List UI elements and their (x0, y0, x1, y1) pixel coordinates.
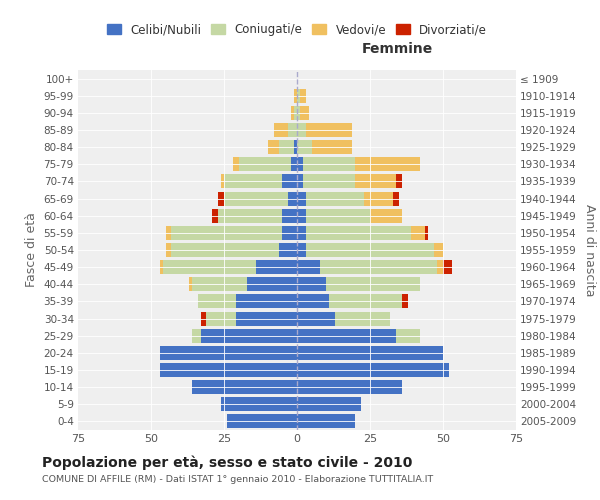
Bar (297, 414, 355, 428)
Bar (221, 398, 297, 411)
Bar (394, 192, 399, 205)
Bar (224, 174, 283, 188)
Bar (297, 174, 303, 188)
Bar (306, 243, 434, 257)
Bar (297, 294, 329, 308)
Bar (311, 140, 352, 154)
Bar (411, 226, 425, 240)
Bar (294, 88, 297, 102)
Text: Popolazione per età, sesso e stato civile - 2010: Popolazione per età, sesso e stato civil… (42, 455, 412, 469)
Y-axis label: Anni di nascita: Anni di nascita (583, 204, 596, 296)
Bar (166, 243, 172, 257)
Bar (288, 123, 297, 137)
Bar (326, 278, 419, 291)
Bar (192, 278, 247, 291)
Bar (200, 312, 206, 326)
Bar (306, 192, 364, 205)
Bar (437, 260, 443, 274)
Bar (335, 312, 391, 326)
Bar (218, 208, 283, 222)
Bar (236, 312, 297, 326)
Bar (434, 243, 443, 257)
Bar (306, 123, 352, 137)
Bar (268, 140, 280, 154)
Text: COMUNE DI AFFILE (RM) - Dati ISTAT 1° gennaio 2010 - Elaborazione TUTTITALIA.IT: COMUNE DI AFFILE (RM) - Dati ISTAT 1° ge… (42, 475, 433, 484)
Bar (297, 106, 300, 120)
Bar (256, 260, 297, 274)
Bar (294, 140, 297, 154)
Bar (300, 106, 308, 120)
Bar (297, 328, 396, 342)
Bar (247, 278, 297, 291)
Bar (297, 380, 402, 394)
Bar (227, 414, 297, 428)
Bar (297, 88, 300, 102)
Bar (297, 278, 326, 291)
Legend: Celibi/Nubili, Coniugati/e, Vedovi/e, Divorziati/e: Celibi/Nubili, Coniugati/e, Vedovi/e, Di… (102, 18, 492, 40)
Bar (189, 278, 192, 291)
Bar (291, 106, 294, 120)
Bar (218, 192, 224, 205)
Bar (221, 174, 224, 188)
Bar (306, 208, 370, 222)
Bar (297, 158, 303, 172)
Bar (160, 260, 163, 274)
Bar (239, 158, 291, 172)
Bar (166, 226, 172, 240)
Bar (172, 243, 280, 257)
Bar (172, 226, 283, 240)
Bar (294, 106, 297, 120)
Bar (233, 158, 239, 172)
Bar (198, 294, 236, 308)
Text: Femmine: Femmine (362, 42, 433, 56)
Bar (280, 243, 297, 257)
Bar (297, 123, 306, 137)
Bar (274, 123, 288, 137)
Bar (355, 158, 419, 172)
Bar (300, 88, 306, 102)
Bar (160, 363, 297, 377)
Bar (370, 208, 402, 222)
Bar (283, 226, 297, 240)
Bar (297, 398, 361, 411)
Bar (297, 140, 311, 154)
Bar (192, 380, 297, 394)
Bar (297, 192, 306, 205)
Bar (425, 226, 428, 240)
Y-axis label: Fasce di età: Fasce di età (25, 212, 38, 288)
Bar (192, 328, 200, 342)
Bar (291, 158, 297, 172)
Bar (283, 208, 297, 222)
Bar (200, 328, 297, 342)
Bar (236, 294, 297, 308)
Bar (320, 260, 437, 274)
Bar (288, 192, 297, 205)
Bar (297, 346, 443, 360)
Bar (224, 192, 288, 205)
Bar (297, 208, 306, 222)
Bar (206, 312, 236, 326)
Bar (329, 294, 402, 308)
Bar (443, 260, 452, 274)
Bar (303, 174, 355, 188)
Bar (355, 174, 396, 188)
Bar (303, 158, 355, 172)
Bar (297, 243, 306, 257)
Bar (280, 140, 294, 154)
Bar (163, 260, 256, 274)
Bar (212, 208, 218, 222)
Bar (396, 328, 419, 342)
Bar (364, 192, 394, 205)
Bar (297, 312, 335, 326)
Bar (396, 174, 402, 188)
Bar (283, 174, 297, 188)
Bar (160, 346, 297, 360)
Bar (297, 260, 320, 274)
Bar (402, 294, 408, 308)
Bar (306, 226, 411, 240)
Bar (297, 226, 306, 240)
Bar (297, 363, 449, 377)
